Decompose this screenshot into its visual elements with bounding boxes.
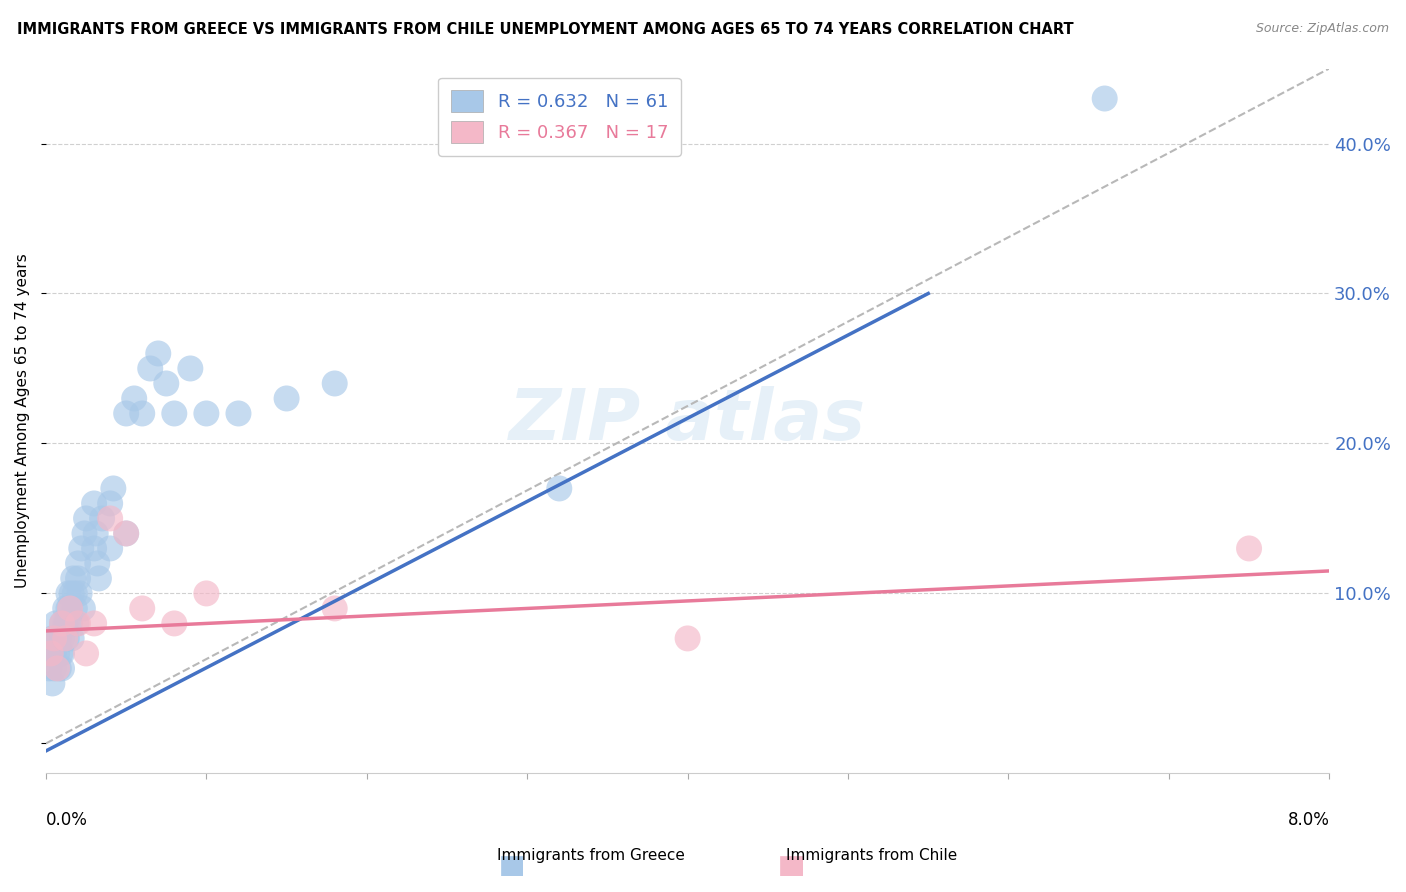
- Legend: R = 0.632   N = 61, R = 0.367   N = 17: R = 0.632 N = 61, R = 0.367 N = 17: [437, 78, 681, 156]
- Point: [53, 632, 76, 646]
- Point: [51, 616, 73, 631]
- Point: [148, 346, 170, 360]
- Point: [131, 601, 153, 615]
- Point: [70, 541, 93, 556]
- Point: [1094, 91, 1116, 105]
- Point: [163, 407, 186, 421]
- Text: Immigrants from Chile: Immigrants from Chile: [786, 848, 957, 863]
- Point: [83, 541, 105, 556]
- Point: [51, 616, 73, 631]
- Point: [58, 601, 80, 615]
- Point: [131, 407, 153, 421]
- Point: [195, 586, 218, 600]
- Point: [46, 647, 69, 661]
- Point: [62, 571, 84, 585]
- Point: [38, 661, 60, 675]
- Point: [48, 661, 70, 675]
- Point: [115, 526, 138, 541]
- Point: [276, 392, 298, 406]
- Point: [63, 601, 86, 615]
- Text: 8.0%: 8.0%: [1288, 811, 1329, 829]
- Text: ZIP atlas: ZIP atlas: [509, 386, 866, 456]
- Point: [39, 647, 62, 661]
- Point: [65, 616, 87, 631]
- Point: [73, 526, 96, 541]
- Point: [67, 571, 90, 585]
- Y-axis label: Unemployment Among Ages 65 to 74 years: Unemployment Among Ages 65 to 74 years: [15, 253, 30, 589]
- Point: [60, 586, 83, 600]
- Point: [676, 632, 699, 646]
- Point: [42, 632, 65, 646]
- Point: [323, 601, 346, 615]
- Text: Immigrants from Greece: Immigrants from Greece: [496, 848, 685, 863]
- Point: [83, 616, 105, 631]
- Point: [548, 482, 571, 496]
- Point: [67, 616, 90, 631]
- Point: [139, 361, 162, 376]
- Point: [53, 616, 76, 631]
- Point: [67, 557, 90, 571]
- Text: 0.0%: 0.0%: [46, 811, 87, 829]
- Point: [49, 647, 72, 661]
- Point: [51, 632, 73, 646]
- Point: [58, 586, 80, 600]
- Point: [228, 407, 250, 421]
- Point: [75, 511, 97, 525]
- Point: [46, 661, 69, 675]
- Point: [163, 616, 186, 631]
- Point: [51, 661, 73, 675]
- Point: [53, 601, 76, 615]
- Point: [45, 632, 67, 646]
- Point: [115, 526, 138, 541]
- Point: [323, 376, 346, 391]
- Point: [63, 586, 86, 600]
- Point: [1237, 541, 1260, 556]
- Point: [98, 496, 121, 510]
- Point: [98, 541, 121, 556]
- Point: [41, 676, 63, 690]
- Point: [59, 616, 82, 631]
- Point: [179, 361, 201, 376]
- Point: [103, 482, 125, 496]
- Point: [39, 647, 62, 661]
- Point: [84, 526, 107, 541]
- Point: [41, 632, 63, 646]
- Point: [42, 647, 65, 661]
- Point: [69, 586, 91, 600]
- Point: [83, 496, 105, 510]
- Point: [115, 407, 138, 421]
- Point: [122, 392, 145, 406]
- Point: [87, 571, 110, 585]
- Point: [45, 616, 67, 631]
- Point: [59, 601, 82, 615]
- Point: [42, 661, 65, 675]
- Point: [59, 601, 82, 615]
- Point: [86, 557, 108, 571]
- Point: [60, 632, 83, 646]
- Point: [98, 511, 121, 525]
- Point: [51, 647, 73, 661]
- Point: [48, 632, 70, 646]
- Text: Source: ZipAtlas.com: Source: ZipAtlas.com: [1256, 22, 1389, 36]
- Point: [195, 407, 218, 421]
- Point: [75, 647, 97, 661]
- Text: IMMIGRANTS FROM GREECE VS IMMIGRANTS FROM CHILE UNEMPLOYMENT AMONG AGES 65 TO 74: IMMIGRANTS FROM GREECE VS IMMIGRANTS FRO…: [17, 22, 1074, 37]
- Point: [72, 601, 94, 615]
- Point: [155, 376, 177, 391]
- Point: [56, 632, 79, 646]
- Point: [91, 511, 114, 525]
- Point: [56, 616, 79, 631]
